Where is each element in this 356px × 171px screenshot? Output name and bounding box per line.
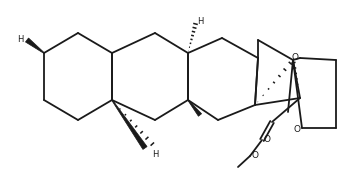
- Polygon shape: [112, 100, 147, 149]
- Text: H: H: [152, 150, 158, 159]
- Text: O: O: [251, 152, 258, 161]
- Text: H: H: [18, 35, 24, 43]
- Text: O: O: [294, 124, 301, 134]
- Text: O: O: [292, 52, 299, 62]
- Text: H: H: [197, 16, 203, 25]
- Polygon shape: [26, 38, 44, 53]
- Text: O: O: [264, 135, 271, 144]
- Polygon shape: [188, 100, 201, 116]
